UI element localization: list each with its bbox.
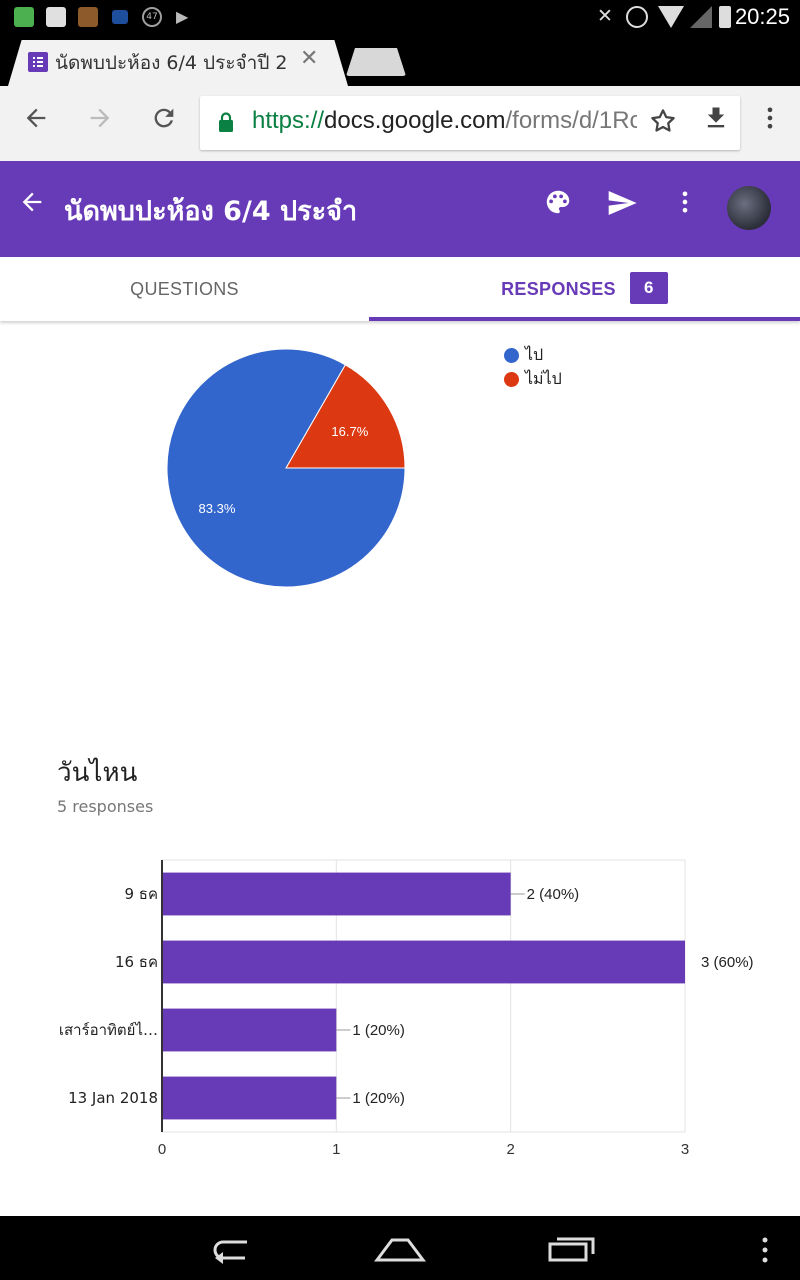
bookmark-star-icon[interactable] (648, 106, 678, 140)
pie-slice-label: 16.7% (331, 424, 368, 439)
pie-chart: 16.7% 83.3% (166, 348, 406, 588)
nav-home-icon[interactable] (374, 1234, 426, 1268)
bar (162, 872, 511, 916)
u-app-icon (14, 7, 34, 27)
more-options-icon[interactable] (671, 187, 699, 227)
url-text[interactable]: https://docs.google.com/forms/d/1Rc (252, 107, 637, 134)
x-tick-label: 0 (158, 1141, 166, 1158)
forms-app-bar: นัดพบปะห้อง 6/4 ประจำ (0, 161, 800, 257)
status-time: 20:25 (734, 4, 790, 29)
tab-close-icon[interactable]: ✕ (300, 46, 319, 71)
forward-arrow-icon[interactable] (86, 104, 114, 141)
browser-menu-icon[interactable] (756, 104, 784, 141)
category-label: 16 ธค (115, 953, 158, 971)
legend-dot-blue (504, 348, 519, 363)
nav-menu-icon[interactable] (757, 1236, 773, 1268)
active-tab-indicator (369, 317, 800, 321)
mute-icon: ✕ (597, 5, 613, 27)
nav-back-icon[interactable] (205, 1234, 255, 1268)
form-title: นัดพบปะห้อง 6/4 ประจำ (64, 196, 358, 227)
bar (162, 1008, 337, 1052)
data-label: 1 (20%) (352, 1090, 405, 1107)
pie-slice-label: 83.3% (199, 501, 236, 516)
download-icon[interactable] (702, 104, 730, 141)
legend-label: ไป (525, 345, 544, 364)
nav-recents-icon[interactable] (547, 1234, 597, 1268)
android-nav-bar (0, 1216, 800, 1280)
x-tick-label: 3 (681, 1141, 689, 1158)
alarm-icon (626, 6, 648, 28)
lock-icon (219, 112, 233, 132)
avatar[interactable] (727, 186, 771, 230)
data-label: 3 (60%) (701, 954, 754, 971)
data-label: 2 (40%) (527, 886, 580, 903)
browser-toolbar: https://docs.google.com/forms/d/1Rc (0, 86, 800, 161)
play-store-icon: ▶ (176, 7, 189, 26)
bar-chart: 0 1 2 3 9 ธค 2 (40%) 16 ธค 3 (60%) เสาร์อาทิตย์ไ… (59, 859, 754, 1158)
bar (162, 940, 685, 984)
reload-icon[interactable] (150, 104, 178, 141)
category-label: เสาร์อาทิตย์ไ… (59, 1021, 158, 1039)
data-label: 1 (20%) (352, 1022, 405, 1039)
question-title: วันไหน (57, 758, 138, 788)
tab-questions[interactable]: QUESTIONS (130, 279, 239, 299)
legend-dot-red (504, 372, 519, 387)
legend-label: ไม่ไป (525, 369, 562, 388)
x-tick-label: 1 (332, 1141, 340, 1158)
pie-slice (285, 364, 406, 469)
send-icon[interactable] (606, 187, 638, 230)
response-count: 5 responses (57, 797, 154, 816)
back-arrow-icon[interactable] (18, 187, 46, 227)
address-bar[interactable]: https://docs.google.com/forms/d/1Rc (200, 96, 740, 150)
palette-icon[interactable] (543, 187, 573, 228)
form-tabs: QUESTIONS RESPONSES 6 (0, 257, 800, 321)
signal-off-icon (690, 6, 712, 28)
browser-tab-active[interactable] (8, 40, 348, 86)
bar (162, 1076, 337, 1120)
facebook-icon (46, 7, 66, 27)
category-label: 13 Jan 2018 (68, 1089, 158, 1107)
game-icon (78, 7, 98, 27)
pie-slice (166, 348, 406, 588)
mail-icon (112, 10, 128, 24)
forms-favicon-icon (28, 52, 48, 72)
category-label: 9 ธค (124, 885, 158, 903)
battery-icon (719, 6, 731, 28)
back-arrow-icon[interactable] (22, 104, 50, 141)
tab-responses[interactable]: RESPONSES 6 (369, 257, 800, 321)
responses-count-badge: 6 (629, 272, 668, 305)
browser-tab-strip: นัดพบปะห้อง 6/4 ประจำปี 2 ✕ (0, 34, 800, 86)
x-tick-label: 2 (506, 1141, 514, 1158)
browser-tab-title[interactable]: นัดพบปะห้อง 6/4 ประจำปี 2 (55, 52, 288, 74)
wifi-icon (658, 6, 684, 28)
tab-responses-label: RESPONSES (501, 279, 616, 299)
new-tab-button[interactable] (346, 48, 406, 76)
count-47-icon: 47 (142, 7, 162, 27)
status-bar: 47 ▶ ✕ 20:25 (0, 0, 800, 34)
